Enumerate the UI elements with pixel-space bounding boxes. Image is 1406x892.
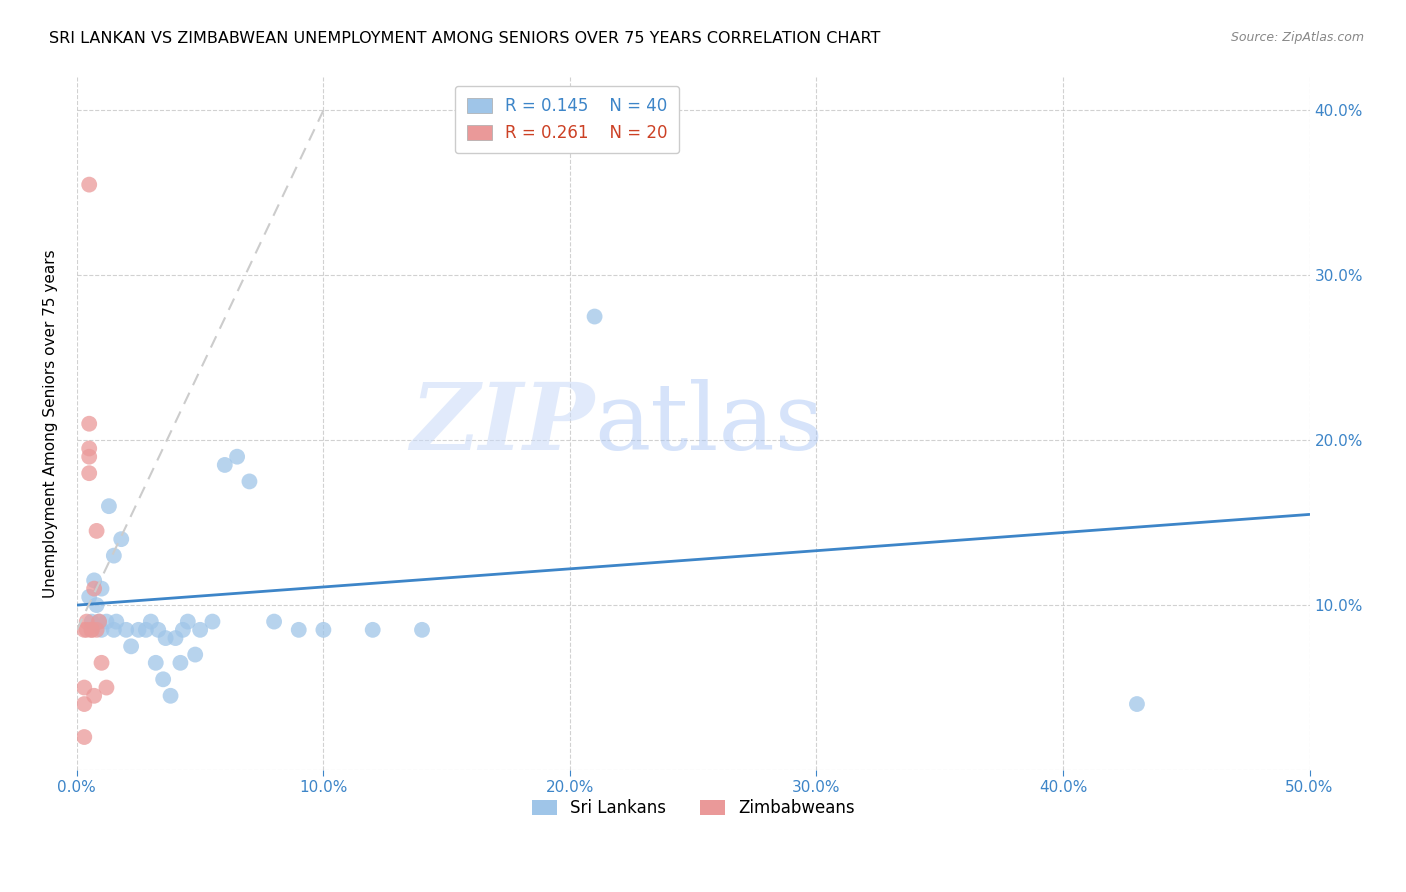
Point: [135, 623, 157, 637]
Point: [145, 656, 167, 670]
Point: [73, 623, 96, 637]
Text: Source: ZipAtlas.com: Source: ZipAtlas.com: [1230, 31, 1364, 45]
Point: [312, 623, 335, 637]
Point: [155, 631, 177, 645]
Text: ZIP: ZIP: [411, 379, 595, 468]
Point: [77, 178, 100, 192]
Point: [80, 623, 103, 637]
Point: [128, 623, 150, 637]
Point: [148, 623, 170, 637]
Point: [172, 623, 194, 637]
Point: [115, 623, 138, 637]
Point: [97, 499, 120, 513]
Point: [86, 598, 108, 612]
Point: [226, 450, 249, 464]
Point: [169, 656, 191, 670]
Point: [77, 590, 100, 604]
Text: atlas: atlas: [595, 379, 824, 468]
Point: [96, 681, 118, 695]
Point: [87, 615, 110, 629]
Point: [159, 689, 181, 703]
Point: [77, 442, 100, 456]
Point: [188, 623, 211, 637]
Point: [87, 615, 110, 629]
Point: [83, 689, 105, 703]
Point: [96, 615, 118, 629]
Point: [361, 623, 384, 637]
Point: [105, 615, 128, 629]
Point: [80, 615, 103, 629]
Point: [77, 417, 100, 431]
Point: [73, 681, 96, 695]
Point: [287, 623, 309, 637]
Point: [76, 623, 98, 637]
Point: [76, 615, 98, 629]
Point: [263, 615, 285, 629]
Point: [110, 532, 132, 546]
Point: [73, 697, 96, 711]
Point: [177, 615, 200, 629]
Point: [583, 310, 606, 324]
Point: [1126, 697, 1149, 711]
Point: [83, 574, 105, 588]
Point: [214, 458, 236, 472]
Point: [103, 623, 125, 637]
Point: [90, 582, 112, 596]
Point: [238, 475, 260, 489]
Point: [86, 524, 108, 538]
Point: [120, 640, 142, 654]
Point: [152, 673, 174, 687]
Point: [77, 466, 100, 480]
Legend: Sri Lankans, Zimbabweans: Sri Lankans, Zimbabweans: [526, 793, 860, 824]
Point: [103, 549, 125, 563]
Y-axis label: Unemployment Among Seniors over 75 years: Unemployment Among Seniors over 75 years: [44, 250, 58, 598]
Point: [86, 623, 108, 637]
Point: [77, 450, 100, 464]
Point: [201, 615, 224, 629]
Point: [90, 656, 112, 670]
Point: [73, 730, 96, 744]
Point: [90, 623, 112, 637]
Point: [80, 623, 103, 637]
Point: [139, 615, 162, 629]
Point: [83, 582, 105, 596]
Point: [184, 648, 207, 662]
Point: [411, 623, 433, 637]
Point: [165, 631, 187, 645]
Text: SRI LANKAN VS ZIMBABWEAN UNEMPLOYMENT AMONG SENIORS OVER 75 YEARS CORRELATION CH: SRI LANKAN VS ZIMBABWEAN UNEMPLOYMENT AM…: [49, 31, 880, 46]
